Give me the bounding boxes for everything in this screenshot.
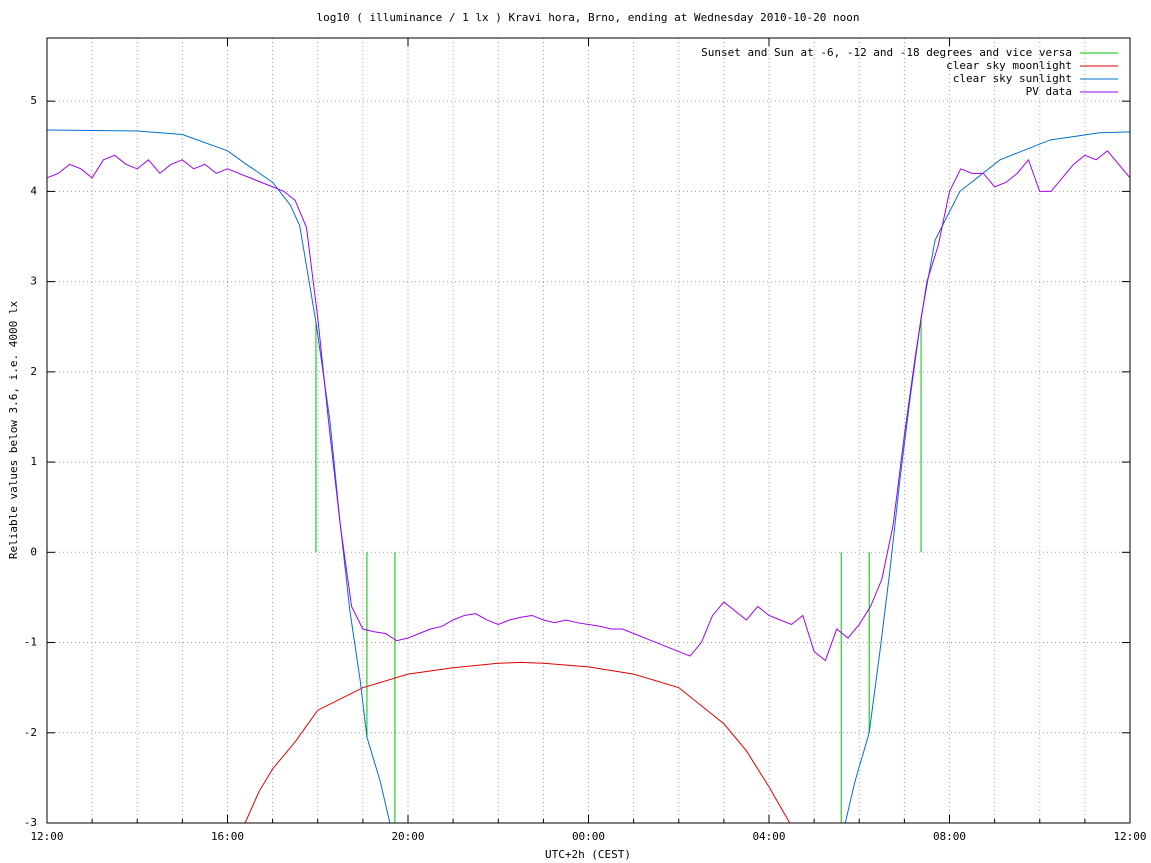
line (47, 150, 1130, 662)
x-tick-label: 12:00 (1113, 830, 1146, 843)
y-tick-label: 5 (30, 94, 37, 107)
x-tick-label: 12:00 (30, 830, 63, 843)
line (244, 661, 791, 823)
line (47, 129, 1130, 823)
x-tick-label: 16:00 (211, 830, 244, 843)
x-tick-label: 20:00 (391, 830, 424, 843)
plot-area (47, 129, 1130, 823)
x-axis-label: UTC+2h (CEST) (545, 848, 631, 861)
x-tick-label: 08:00 (933, 830, 966, 843)
y-tick-label: 4 (30, 184, 37, 197)
x-tick-label: 04:00 (752, 830, 785, 843)
y-tick-label: -1 (24, 636, 37, 649)
y-tick-label: 0 (30, 545, 37, 558)
y-tick-label: 3 (30, 275, 37, 288)
legend-label: clear sky moonlight (946, 59, 1072, 72)
chart-title: log10 ( illuminance / 1 lx ) Kravi hora,… (316, 11, 859, 24)
plot-border (46, 37, 1131, 824)
y-tick-label: -2 (24, 726, 37, 739)
legend-label: PV data (1026, 85, 1072, 98)
legend-label: clear sky sunlight (953, 72, 1072, 85)
legend-label: Sunset and Sun at -6, -12 and -18 degree… (701, 46, 1072, 59)
x-tick-label: 00:00 (572, 830, 605, 843)
y-axis-label: Reliable values below 3.6, i.e. 4000 lx (7, 300, 20, 559)
y-tick-label: 1 (30, 455, 37, 468)
y-tick-label: -3 (24, 816, 37, 829)
y-tick-label: 2 (30, 365, 37, 378)
